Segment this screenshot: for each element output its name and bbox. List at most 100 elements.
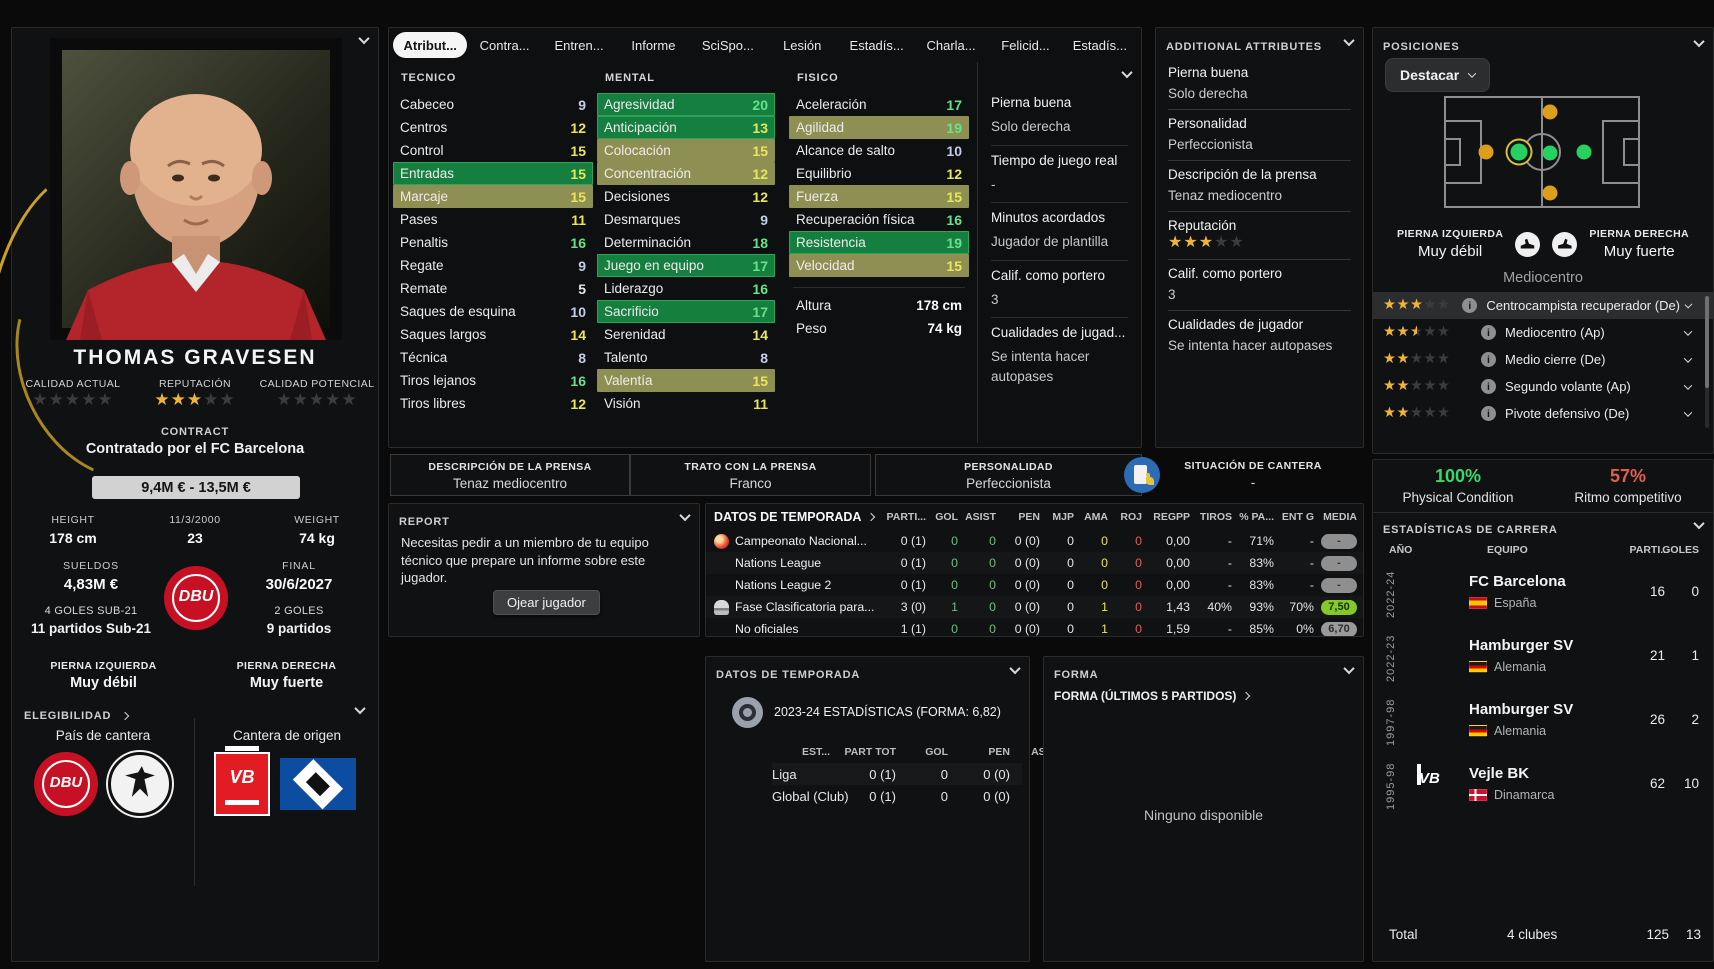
tab[interactable]: Charla... xyxy=(926,37,976,53)
info-icon[interactable] xyxy=(1462,298,1478,313)
tab[interactable]: Felicid... xyxy=(1001,37,1050,53)
role-row[interactable]: ★★★★ Mediocentro (Ap) xyxy=(1373,319,1713,346)
info-icon[interactable] xyxy=(1481,406,1496,421)
tab[interactable]: Estadís... xyxy=(1072,37,1127,53)
eligibility-badges: País de cantera Cantera de origen xyxy=(12,718,378,886)
season-row[interactable]: Campeonato Nacional... 0 (1) 0 0 0 (0) 0… xyxy=(706,530,1363,552)
tab[interactable]: Estadís... xyxy=(849,37,904,53)
stats-row[interactable]: Liga 0 (1) 0 0 (0) 0 xyxy=(772,763,1062,785)
cell-value: Franco xyxy=(729,476,772,491)
collapse-panel-chevron-icon[interactable] xyxy=(1343,662,1355,675)
additional-label: Personalidad xyxy=(1168,116,1247,131)
collapse-panel-chevron-icon[interactable] xyxy=(679,509,691,522)
attribute-row: Centros 12 xyxy=(393,116,593,139)
tab[interactable]: Informe xyxy=(631,37,676,53)
position-dot xyxy=(1576,144,1592,160)
season-row[interactable]: Fase Clasificatoria para... 3 (0) 1 0 0 … xyxy=(706,596,1363,618)
right-boot-icon xyxy=(1552,231,1578,257)
reputation-stars: ★★★★★ xyxy=(1168,234,1245,251)
info-icon[interactable] xyxy=(1481,352,1496,367)
role-row[interactable]: ★★★★★ Segundo volante (Ap) xyxy=(1373,373,1713,400)
dfb-badge xyxy=(108,752,172,816)
country-flag-icon xyxy=(1469,789,1487,801)
attribute-row: Anticipación 13 xyxy=(597,116,775,139)
chevron-down-icon[interactable] xyxy=(1684,300,1693,308)
contract-label: CONTRACT xyxy=(160,426,230,438)
position-dot xyxy=(1542,104,1558,120)
foot-block: PIERNA IZQUIERDA Muy débil xyxy=(12,660,195,691)
collapse-panel-chevron-icon[interactable] xyxy=(1343,34,1355,47)
season-row[interactable]: Nations League 0 (1) 0 0 0 (0) 0 0 0 0,0… xyxy=(706,552,1363,574)
chevron-right-icon[interactable] xyxy=(1242,691,1251,701)
attribute-name: Marcaje xyxy=(400,189,449,204)
tab[interactable]: SciSpo... xyxy=(701,37,754,53)
tab[interactable]: Contra... xyxy=(479,37,530,53)
attribute-value: 15 xyxy=(752,142,768,159)
left-foot-value: Muy débil xyxy=(1418,243,1483,260)
role-row[interactable]: ★★★★★ Centrocampista recuperador (De) xyxy=(1373,292,1713,319)
tab[interactable]: Lesión xyxy=(783,37,822,53)
club-name: Hamburger SV xyxy=(1469,701,1574,718)
attribute-name: Anticipación xyxy=(604,120,677,135)
attribute-name: Desmarques xyxy=(604,212,681,227)
attribute-name: Serenidad xyxy=(604,327,666,342)
dbu-badge xyxy=(34,752,98,816)
wage-value: 4,83M € xyxy=(63,576,119,593)
wage-label: SUELDOS xyxy=(63,560,119,572)
attribute-row: Saques largos 14 xyxy=(393,323,593,346)
career-row[interactable]: 2022-23 Hamburger SV Alemania 21 1 xyxy=(1373,626,1713,690)
season-table-header: DATOS DE TEMPORADA PARTI... GOL ASIST PE… xyxy=(706,504,1363,530)
role-row[interactable]: ★★★★★ Pivote defensivo (De) xyxy=(1373,400,1713,427)
right-foot-label: PIERNA DERECHA xyxy=(1589,228,1690,240)
stats-row[interactable]: Global (Club) 0 (1) 0 0 (0) 0 xyxy=(772,788,1062,804)
origin-label: Cantera de origen xyxy=(232,728,342,743)
chevron-down-icon[interactable] xyxy=(1683,326,1693,336)
collapse-panel-chevron-icon[interactable] xyxy=(1693,517,1705,530)
chevron-down-icon[interactable] xyxy=(1683,353,1693,363)
attribute-value: 15 xyxy=(752,372,768,389)
competition-icon xyxy=(714,599,729,615)
column-header: ASIST xyxy=(965,511,996,523)
chevron-right-icon[interactable] xyxy=(867,512,876,522)
season-row[interactable]: Nations League 2 0 (1) 0 0 0 (0) 0 0 0 0… xyxy=(706,574,1363,596)
attribute-value: 5 xyxy=(578,280,586,297)
career-row[interactable]: 1997-98 Hamburger SV Alemania 26 2 xyxy=(1373,690,1713,754)
height-value: 178 cm xyxy=(916,298,962,313)
season-years: 2022-24 xyxy=(1385,570,1397,618)
additional-value: Se intenta hacer autopases xyxy=(1168,338,1333,354)
panel-title: REPORT xyxy=(399,516,450,528)
chevron-down-icon[interactable] xyxy=(1683,380,1693,390)
role-row[interactable]: ★★★★★ Medio cierre (De) xyxy=(1373,346,1713,373)
u21-goals: 4 GOLES SUB-21 xyxy=(44,605,138,617)
chevron-right-icon[interactable] xyxy=(120,711,129,721)
attribute-row: Decisiones 12 xyxy=(597,185,775,208)
attribute-name: Colocación xyxy=(604,143,671,158)
collapse-panel-chevron-icon[interactable] xyxy=(1693,35,1705,48)
attribute-value: 15 xyxy=(946,257,962,274)
attribute-value: 10 xyxy=(946,142,962,159)
extra-label: Cualidades de jugad... xyxy=(991,325,1126,341)
collapse-section-chevron-icon[interactable] xyxy=(354,702,366,715)
collapse-panel-chevron-icon[interactable] xyxy=(1009,662,1021,675)
collapse-panel-chevron-icon[interactable] xyxy=(358,32,370,45)
press-notes-icon[interactable] xyxy=(1124,457,1160,493)
info-icon[interactable] xyxy=(1481,325,1496,340)
career-row[interactable]: 2022-24 FC Barcelona España 16 0 xyxy=(1373,562,1713,626)
attribute-name: Pases xyxy=(400,212,438,227)
average-rating-pill: - xyxy=(1321,577,1357,593)
chevron-down-icon[interactable] xyxy=(1683,407,1693,417)
press-personality-strip: DESCRIPCIÓN DE LA PRENSA Tenaz mediocent… xyxy=(388,454,1364,498)
scrollbar-thumb[interactable] xyxy=(1705,296,1709,388)
season-row[interactable]: No oficiales 1 (1) 0 0 0 (0) 0 1 0 1,59 … xyxy=(706,618,1363,636)
physical-column: FISICO Aceleración 17 Agilidad 19 Alcanc… xyxy=(789,64,969,443)
tab[interactable]: Entren... xyxy=(554,37,604,53)
bio-value: 74 kg xyxy=(299,530,335,546)
career-row[interactable]: 1995-98 Vejle BK Dinamarca 62 10 xyxy=(1373,754,1713,818)
info-icon[interactable] xyxy=(1481,379,1496,394)
panel-title: ESTADÍSTICAS DE CARRERA xyxy=(1383,524,1558,536)
scrollbar-track[interactable] xyxy=(1705,294,1709,428)
highlight-dropdown-button[interactable]: Destacar xyxy=(1385,58,1491,92)
scout-player-button[interactable]: Ojear jugador xyxy=(493,590,600,615)
tab[interactable]: Atribut... xyxy=(393,32,468,58)
extra-label: Tiempo de juego real xyxy=(991,152,1118,168)
